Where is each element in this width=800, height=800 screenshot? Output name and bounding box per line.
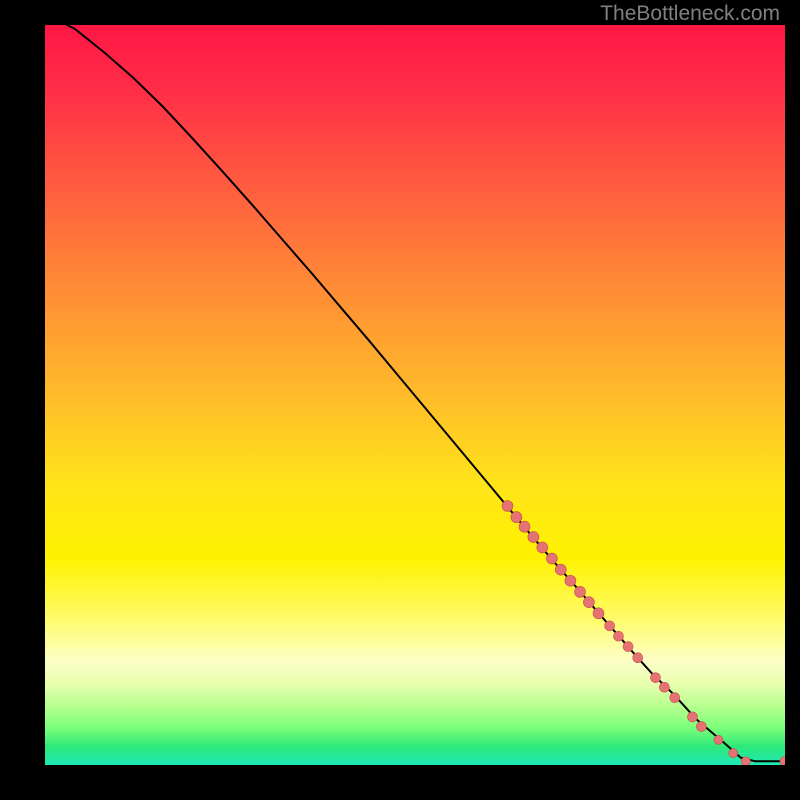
data-point bbox=[614, 631, 624, 641]
data-point bbox=[688, 712, 698, 722]
data-point bbox=[659, 682, 669, 692]
data-point bbox=[623, 642, 633, 652]
data-point bbox=[696, 722, 706, 732]
data-point bbox=[511, 512, 522, 523]
data-point bbox=[575, 586, 586, 597]
data-point bbox=[633, 653, 643, 663]
data-point bbox=[670, 693, 680, 703]
data-point bbox=[565, 575, 576, 586]
data-point bbox=[528, 532, 539, 543]
data-point bbox=[546, 553, 557, 564]
data-point bbox=[729, 749, 738, 758]
data-point bbox=[780, 756, 785, 765]
data-point bbox=[651, 673, 661, 683]
data-point bbox=[502, 501, 513, 512]
plot-area bbox=[45, 25, 785, 765]
watermark-text: TheBottleneck.com bbox=[600, 2, 780, 26]
data-point bbox=[605, 621, 615, 631]
data-point bbox=[519, 521, 530, 532]
data-point bbox=[593, 608, 604, 619]
data-point bbox=[537, 542, 548, 553]
data-point bbox=[714, 735, 723, 744]
data-point bbox=[583, 597, 594, 608]
bottleneck-markers bbox=[45, 25, 785, 765]
data-point bbox=[741, 757, 750, 765]
data-point bbox=[555, 564, 566, 575]
